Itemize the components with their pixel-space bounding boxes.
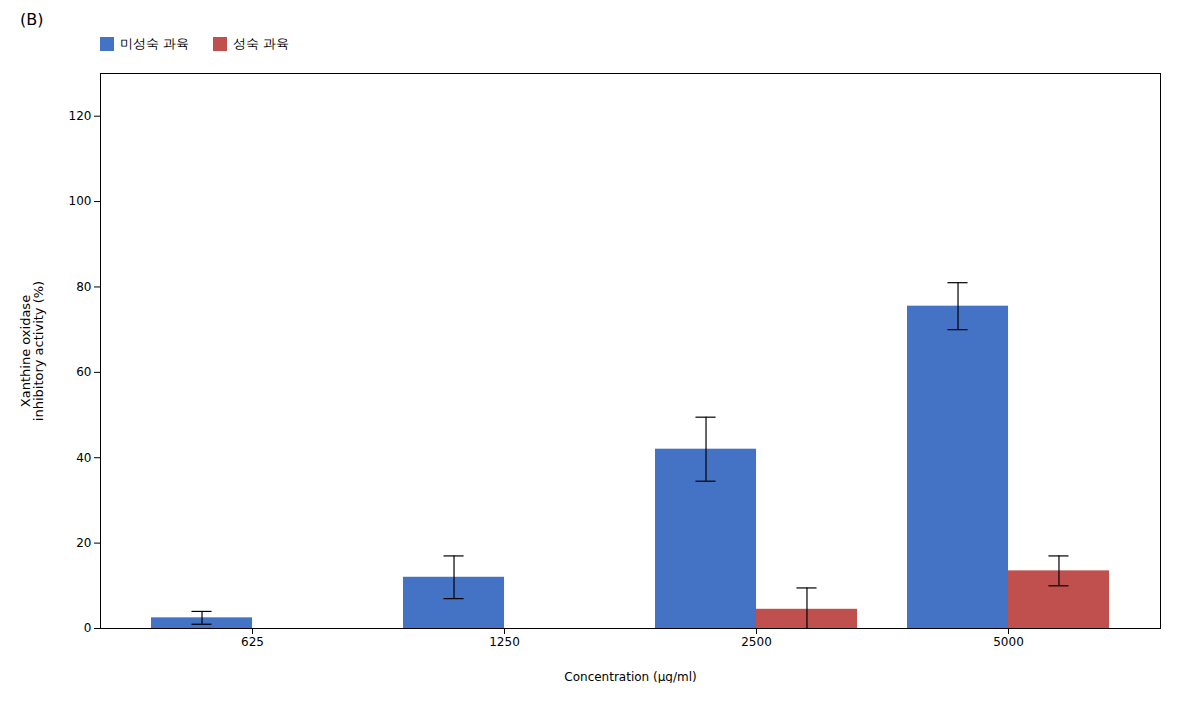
svg-text:Xanthine oxidaseinhibitory act: Xanthine oxidaseinhibitory activity (%) <box>18 281 46 421</box>
svg-text:100: 100 <box>69 194 92 208</box>
svg-text:0: 0 <box>84 621 92 635</box>
html-text:(B): (B) <box>20 10 44 29</box>
svg-text:20: 20 <box>76 536 91 550</box>
svg-text:80: 80 <box>76 280 91 294</box>
svg-text:Concentration (μg/ml): Concentration (μg/ml) <box>564 670 696 684</box>
svg-text:1250: 1250 <box>489 635 520 649</box>
html-text:미성숙 과육: 미성숙 과육 <box>120 36 190 51</box>
svg-text:2500: 2500 <box>741 635 772 649</box>
svg-text:120: 120 <box>69 109 92 123</box>
svg-text:625: 625 <box>241 635 264 649</box>
svg-text:40: 40 <box>76 451 91 465</box>
svg-text:5000: 5000 <box>993 635 1024 649</box>
html-text:성숙 과육: 성숙 과육 <box>233 36 290 51</box>
svg-text:60: 60 <box>76 365 91 379</box>
